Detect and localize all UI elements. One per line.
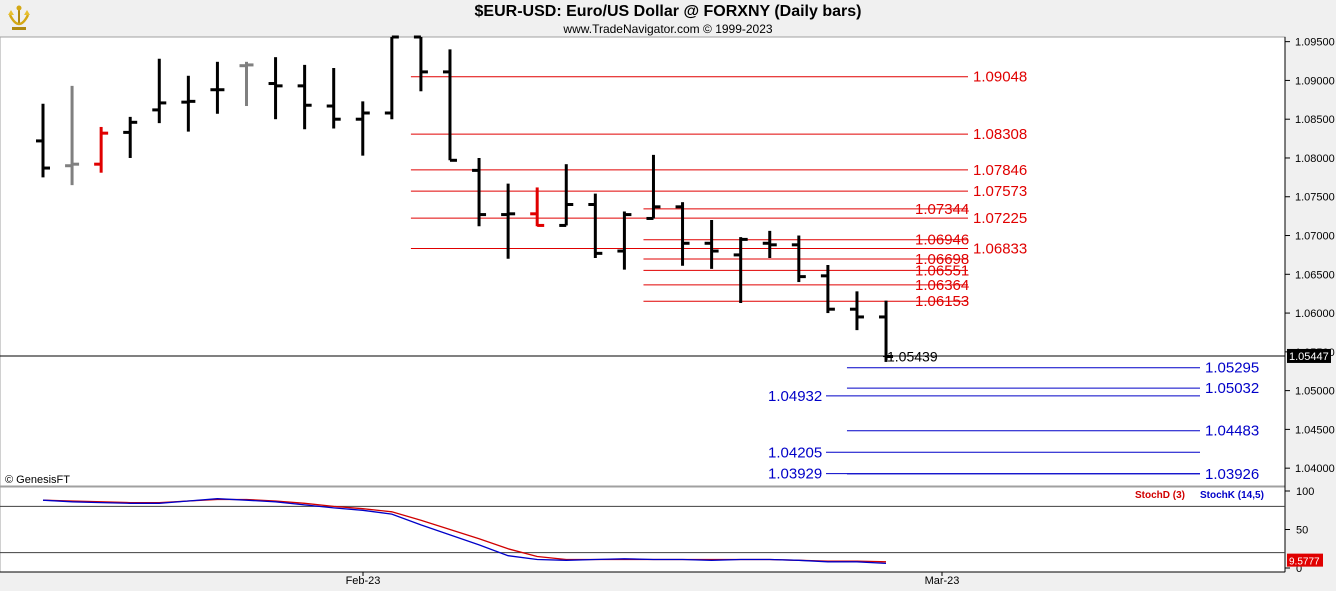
title-bar: $EUR-USD: Euro/US Dollar @ FORXNY (Daily… <box>0 0 1336 37</box>
price-level-label: 1.09048 <box>973 69 1027 86</box>
price-tick-label: 1.08500 <box>1295 114 1335 126</box>
ohlc-bar <box>210 61 225 114</box>
ohlc-bar <box>152 58 167 124</box>
ohlc-bar <box>36 103 50 178</box>
price-level-label: 1.06153 <box>915 293 969 310</box>
price-panel <box>0 36 1286 487</box>
price-level-label: 1.05295 <box>1205 360 1259 377</box>
price-level-label: 1.06946 <box>915 232 969 249</box>
ohlc-bars <box>36 35 894 362</box>
stochastic-axis: 100 50 0 <box>0 486 1314 575</box>
price-level-label: 1.07344 <box>915 201 969 218</box>
stochastic-tick-label: 0 <box>1296 563 1302 575</box>
legend-stoch-k: StochK (14,5) <box>1200 490 1264 501</box>
price-tick-label: 1.05000 <box>1295 386 1335 398</box>
ohlc-bar <box>297 64 312 130</box>
stochastic-value-box <box>1287 553 1323 567</box>
ohlc-bar <box>820 264 835 314</box>
price-tick-label: 1.06000 <box>1295 308 1335 320</box>
price-level-label: 1.07846 <box>973 162 1027 179</box>
price-tick-label: 1.06500 <box>1295 269 1335 281</box>
price-level-label: 1.06551 <box>915 262 969 279</box>
ohlc-bar <box>646 154 661 220</box>
price-level-label: 1.06698 <box>915 251 969 268</box>
ohlc-bar <box>442 49 457 162</box>
copyright-label: © GenesisFT <box>5 474 70 486</box>
price-level-label: 1.05032 <box>1205 380 1259 397</box>
time-tick-label: Mar-23 <box>925 575 960 587</box>
price-tick-label: 1.07000 <box>1295 231 1335 243</box>
ohlc-bar <box>849 291 864 331</box>
ohlc-bar <box>704 220 719 269</box>
legend-stoch-d: StochD (3) <box>1135 490 1185 501</box>
price-level-label: 1.06364 <box>915 277 969 294</box>
ohlc-bar <box>617 211 632 270</box>
price-tick-label: 1.04000 <box>1295 463 1335 475</box>
price-level-label: 1.04483 <box>1205 423 1259 440</box>
chart-subtitle: www.TradeNavigator.com © 1999-2023 <box>563 22 773 36</box>
price-level-label: 1.08308 <box>973 126 1027 143</box>
ohlc-bar <box>588 193 603 259</box>
ohlc-bar <box>879 300 894 362</box>
ohlc-bar <box>65 85 80 186</box>
time-axis: Feb-23 Mar-23 <box>346 572 960 587</box>
current-price-box <box>1287 348 1331 363</box>
price-axis: 1.09500 1.09000 1.08500 1.08000 1.07500 1.070… <box>1285 37 1335 475</box>
stochastic-value-label: 9.5777 <box>1289 557 1320 568</box>
time-tick-label: Feb-23 <box>346 575 381 587</box>
price-tick-label: 1.07500 <box>1295 192 1335 204</box>
stochastic-tick-label: 100 <box>1296 486 1314 498</box>
price-level-lines: 1.09048 1.08308 1.07846 1.075731.073441.072… <box>0 69 1331 483</box>
ohlc-bar <box>559 164 574 227</box>
price-tick-label: 1.09500 <box>1295 37 1335 49</box>
ohlc-bar <box>762 230 777 259</box>
price-tick-label: 1.09000 <box>1295 75 1335 87</box>
ohlc-bar <box>94 126 109 173</box>
stochastic-tick-label: 50 <box>1296 525 1308 537</box>
last-close-label: 1.05439 <box>887 349 938 365</box>
stochastic-series-line <box>42 498 887 565</box>
price-tick-label: 1.08000 <box>1295 153 1335 165</box>
ohlc-bar <box>530 187 545 227</box>
ohlc-bar <box>326 68 341 129</box>
ohlc-bar <box>733 237 748 303</box>
ohlc-bar <box>501 183 516 259</box>
price-level-label: 1.06833 <box>973 240 1027 257</box>
price-level-label: 1.04932 <box>768 388 822 405</box>
ohlc-bar <box>181 75 196 132</box>
ohlc-bar <box>675 202 690 266</box>
stochastic-lines: StochD (3) StochK (14,5) 9.5777 <box>42 490 1323 568</box>
price-tick-label: 1.04500 <box>1295 424 1335 436</box>
price-level-label: 1.03926 <box>1205 466 1259 483</box>
chart-title: $EUR-USD: Euro/US Dollar @ FORXNY (Daily… <box>474 3 862 20</box>
price-level-label: 1.07573 <box>973 183 1027 200</box>
current-price-label: 1.05447 <box>1289 351 1329 363</box>
ohlc-bar <box>791 235 806 283</box>
ohlc-bar <box>413 35 428 92</box>
ohlc-bar <box>239 61 254 107</box>
ohlc-bar <box>123 116 138 158</box>
ohlc-bar <box>268 57 283 120</box>
price-level-label: 1.07225 <box>973 210 1027 227</box>
ohlc-bar <box>384 35 399 120</box>
gold-trophy-icon <box>8 5 30 30</box>
price-level-label: 1.03929 <box>768 466 822 483</box>
ohlc-bar <box>355 101 370 156</box>
ohlc-bar <box>472 157 487 227</box>
price-level-label: 1.04205 <box>768 444 822 461</box>
